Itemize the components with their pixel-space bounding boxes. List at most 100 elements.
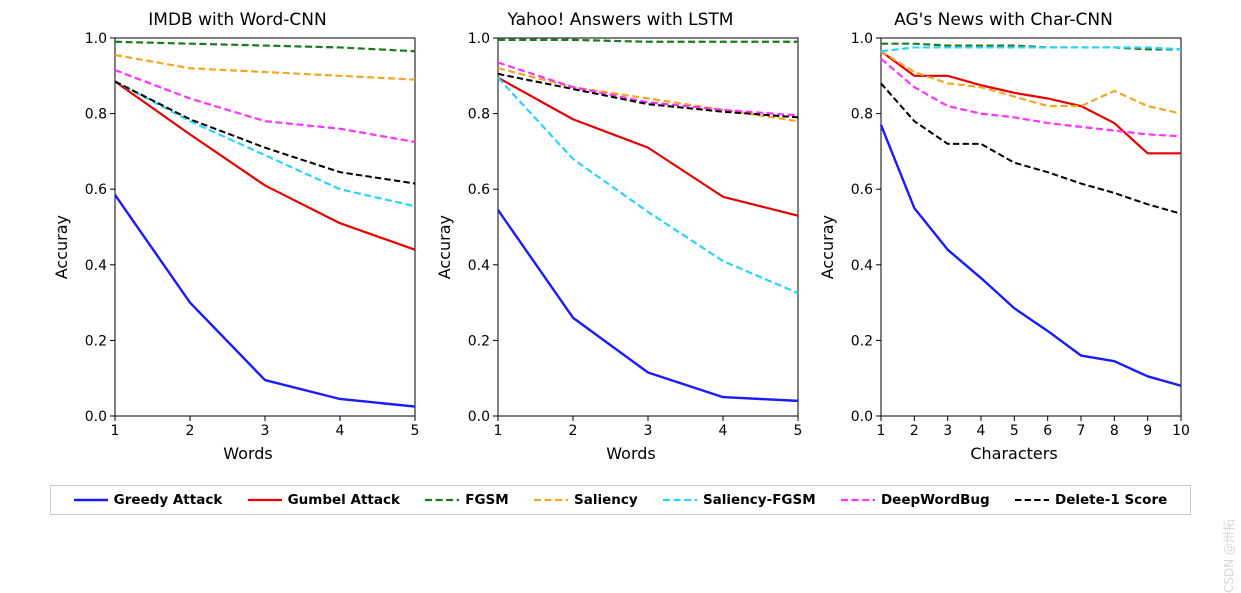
legend-label: FGSM — [465, 492, 508, 508]
x-tick-label: 10 — [1172, 423, 1189, 439]
legend-item-fgsm: FGSM — [425, 492, 508, 508]
plot-row: Accuray 1 2 3 4 5 0.0 0.2 0.4 0.6 0.8 1.0 Words — [435, 32, 806, 463]
y-tick-label: 1.0 — [851, 32, 873, 47]
series-deepwb — [881, 59, 1181, 136]
watermark: CSDN @卅拓 — [1220, 519, 1237, 593]
x-tick-label: 5 — [794, 423, 803, 439]
y-tick-label: 0.4 — [85, 258, 107, 274]
panel-title: IMDB with Word-CNN — [148, 10, 326, 30]
y-axis-label: Accuray — [435, 215, 454, 279]
x-tick-label: 3 — [943, 423, 952, 439]
y-tick-label: 0.0 — [85, 409, 107, 425]
x-tick-label: 4 — [977, 423, 986, 439]
legend-item-saliency: Saliency — [534, 492, 638, 508]
legend-swatch — [663, 493, 697, 507]
y-tick-label: 0.0 — [851, 409, 873, 425]
legend-item-gumbel: Gumbel Attack — [248, 492, 400, 508]
plot-svg: 123456789100.00.20.40.60.81.0 — [839, 32, 1189, 442]
series-saliency — [881, 51, 1181, 113]
series-salfgsm — [115, 81, 415, 206]
y-tick-label: 0.6 — [851, 182, 873, 198]
x-tick-label: 2 — [910, 423, 919, 439]
y-axis-label: Accuray — [52, 215, 71, 279]
legend-swatch — [841, 493, 875, 507]
series-fgsm — [115, 42, 415, 51]
panels-row: IMDB with Word-CNN Accuray 1 2 3 4 5 0.0 0.2 0.4 0… — [10, 10, 1231, 463]
panel-agnews: AG's News with Char-CNN Accuray 1 2 3 4 5 6 7 8 9 1… — [816, 10, 1191, 463]
legend-item-delete1: Delete-1 Score — [1015, 492, 1167, 508]
axes-box — [498, 38, 798, 416]
legend-label: Saliency — [574, 492, 638, 508]
legend-item-greedy: Greedy Attack — [74, 492, 223, 508]
legend-label: Saliency-FGSM — [703, 492, 816, 508]
panel-yahoo: Yahoo! Answers with LSTM Accuray 1 2 3 4 5 0.0 0… — [433, 10, 808, 463]
legend-swatch — [534, 493, 568, 507]
x-tick-label: 2 — [569, 423, 578, 439]
x-tick-label: 6 — [1043, 423, 1052, 439]
plot-svg: 1 2 3 4 5 0.0 0.2 0.4 0.6 0.8 1.0 — [456, 32, 806, 442]
y-tick-label: 0.0 — [468, 409, 490, 425]
axes-box — [115, 38, 415, 416]
x-tick-label: 1 — [494, 423, 503, 439]
y-tick-label: 1.0 — [468, 32, 490, 47]
series-deepwb — [498, 63, 798, 116]
figure: IMDB with Word-CNN Accuray 1 2 3 4 5 0.0 0.2 0.4 0… — [10, 10, 1231, 515]
plot-wrap: 123456789100.00.20.40.60.81.0Characters — [839, 32, 1189, 463]
x-tick-label: 1 — [111, 423, 120, 439]
x-axis-label: Words — [223, 444, 272, 463]
y-tick-label: 0.8 — [468, 107, 490, 123]
x-tick-label: 9 — [1143, 423, 1152, 439]
legend-swatch — [74, 493, 108, 507]
legend-swatch — [1015, 493, 1049, 507]
y-tick-label: 0.8 — [851, 107, 873, 123]
series-delete1 — [115, 81, 415, 183]
x-tick-label: 8 — [1110, 423, 1119, 439]
legend-label: Delete-1 Score — [1055, 492, 1167, 508]
panel-title: AG's News with Char-CNN — [894, 10, 1113, 30]
x-axis-label: Words — [606, 444, 655, 463]
series-fgsm — [498, 40, 798, 42]
legend-label: Gumbel Attack — [288, 492, 400, 508]
y-tick-label: 0.2 — [851, 333, 873, 349]
plot-row: Accuray123456789100.00.20.40.60.81.0Char… — [818, 32, 1189, 463]
y-tick-label: 0.4 — [468, 258, 490, 274]
y-axis-label: Accuray — [818, 215, 837, 279]
series-greedy — [115, 195, 415, 407]
series-deepwb — [115, 70, 415, 142]
series-greedy — [881, 125, 1181, 386]
series-salfgsm — [498, 78, 798, 293]
legend-label: DeepWordBug — [881, 492, 990, 508]
legend-label: Greedy Attack — [114, 492, 223, 508]
plot-row: Accuray 1 2 3 4 5 0.0 0.2 0.4 0.6 0.8 1.0 Words — [52, 32, 423, 463]
plot-wrap: 1 2 3 4 5 0.0 0.2 0.4 0.6 0.8 1.0 Words — [73, 32, 423, 463]
x-tick-label: 3 — [644, 423, 653, 439]
y-tick-label: 0.2 — [85, 333, 107, 349]
y-tick-label: 1.0 — [85, 32, 107, 47]
x-tick-label: 4 — [336, 423, 345, 439]
panel-title: Yahoo! Answers with LSTM — [508, 10, 734, 30]
series-gumbel — [115, 81, 415, 249]
legend: Greedy Attack Gumbel Attack FGSM Saliency Sa… — [50, 485, 1191, 515]
legend-item-salfgsm: Saliency-FGSM — [663, 492, 816, 508]
x-tick-label: 5 — [1010, 423, 1019, 439]
legend-swatch — [248, 493, 282, 507]
x-tick-label: 1 — [877, 423, 886, 439]
x-tick-label: 2 — [186, 423, 195, 439]
plot-wrap: 1 2 3 4 5 0.0 0.2 0.4 0.6 0.8 1.0 Words — [456, 32, 806, 463]
legend-swatch — [425, 493, 459, 507]
x-axis-label: Characters — [970, 444, 1057, 463]
y-tick-label: 0.8 — [85, 107, 107, 123]
x-tick-label: 3 — [261, 423, 270, 439]
legend-item-deepwb: DeepWordBug — [841, 492, 990, 508]
series-saliency — [115, 55, 415, 80]
x-tick-label: 4 — [719, 423, 728, 439]
x-tick-label: 7 — [1077, 423, 1086, 439]
series-greedy — [498, 210, 798, 401]
plot-svg: 1 2 3 4 5 0.0 0.2 0.4 0.6 0.8 1.0 — [73, 32, 423, 442]
series-delete1 — [881, 83, 1181, 213]
x-tick-label: 5 — [411, 423, 420, 439]
y-tick-label: 0.6 — [468, 182, 490, 198]
panel-imdb: IMDB with Word-CNN Accuray 1 2 3 4 5 0.0 0.2 0.4 0… — [50, 10, 425, 463]
y-tick-label: 0.6 — [85, 182, 107, 198]
y-tick-label: 0.2 — [468, 333, 490, 349]
